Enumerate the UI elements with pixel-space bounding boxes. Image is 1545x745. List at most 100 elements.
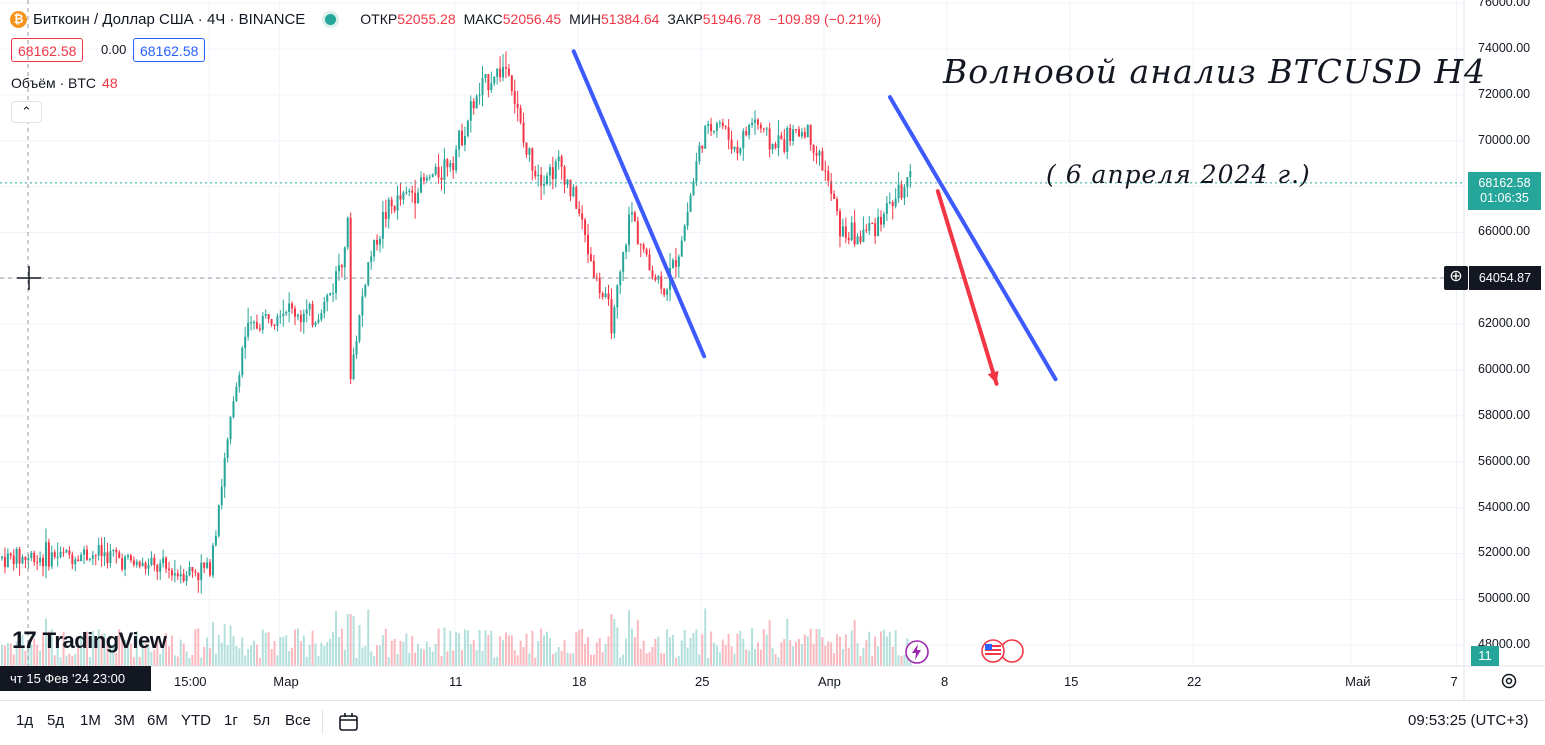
volume-bar	[581, 628, 584, 666]
annotation-date[interactable]: ( 6 апреля 2024 г.)	[1046, 160, 1311, 189]
volume-bar	[434, 643, 437, 666]
chart-clock[interactable]: 09:53:25 (UTC+3)	[1408, 712, 1529, 729]
range-3m[interactable]: 3М	[114, 712, 135, 729]
range-1m[interactable]: 1М	[80, 712, 101, 729]
candle-body	[504, 66, 507, 69]
volume-bar	[642, 640, 645, 666]
volume-bar	[103, 633, 106, 666]
sell-button[interactable]: 68162.58	[11, 38, 84, 62]
add-alert-plus-icon[interactable]: ⊕	[1444, 266, 1468, 290]
candle-body	[329, 293, 332, 296]
candle-body	[124, 556, 127, 570]
volume-legend[interactable]: Объём · BTC 48	[11, 75, 118, 91]
candle-body	[200, 562, 203, 581]
volume-bar	[783, 639, 786, 666]
candle-body	[156, 565, 159, 572]
candle-body	[560, 156, 563, 167]
volume-bar	[226, 645, 229, 666]
candle-body	[367, 262, 370, 285]
annotation-title[interactable]: Волновой анализ BTCUSD H4	[943, 52, 1487, 91]
candle-body	[578, 208, 581, 214]
price-tick-label: 50000.00	[1478, 591, 1531, 606]
range-1d[interactable]: 1д	[16, 712, 34, 729]
candle-body	[768, 128, 771, 150]
candle-body	[622, 252, 625, 272]
candle-body	[759, 124, 762, 129]
us-economic-events-icon[interactable]	[980, 638, 1026, 664]
volume-bar	[563, 640, 566, 666]
volume-bars	[1, 608, 912, 666]
volume-bar	[900, 655, 903, 666]
price-chart[interactable]	[0, 0, 1545, 700]
volume-bar	[238, 648, 241, 666]
date-range-calendar-icon[interactable]	[337, 711, 361, 733]
candle-body	[258, 328, 261, 330]
lightning-event-icon[interactable]	[904, 639, 930, 665]
volume-bar	[59, 657, 62, 666]
volume-bar	[715, 645, 718, 666]
candle-body	[748, 124, 751, 136]
tradingview-logo[interactable]: 17 TradingView	[12, 627, 167, 655]
collapse-legend-button[interactable]: ⌃	[11, 101, 42, 123]
time-tick-label: 11	[449, 674, 463, 689]
candle-body	[188, 567, 191, 576]
candle-body	[77, 559, 80, 562]
range-5d[interactable]: 5д	[47, 712, 65, 729]
volume-bar	[686, 647, 689, 666]
market-status-icon[interactable]	[325, 13, 337, 25]
volume-bar	[516, 655, 519, 666]
volume-bar	[677, 656, 680, 666]
symbol-title[interactable]: Биткоин / Доллар США · 4Ч · BINANCE	[33, 10, 306, 28]
candle-body	[730, 139, 733, 150]
range-ytd[interactable]: YTD	[181, 712, 211, 729]
volume-bar	[768, 620, 771, 666]
volume-bar	[112, 643, 115, 666]
candle-body	[217, 505, 220, 536]
volume-bar	[337, 636, 340, 666]
range-5y[interactable]: 5л	[253, 712, 271, 729]
volume-bar	[484, 630, 487, 666]
high-label: МАКС	[463, 11, 503, 27]
candle-body	[150, 557, 153, 565]
candle-body	[751, 122, 754, 125]
volume-bar	[888, 631, 891, 666]
volume-bar	[569, 653, 572, 666]
time-tick-label: 18	[571, 674, 587, 689]
close-value: 51946.78	[702, 11, 762, 27]
candle-body	[534, 170, 537, 177]
volume-bar	[396, 653, 399, 666]
volume-bar	[751, 628, 754, 666]
volume-bar	[235, 646, 238, 666]
range-1y[interactable]: 1г	[224, 712, 238, 729]
candle-body	[513, 91, 516, 104]
candlesticks	[1, 51, 912, 594]
chart-header: ₿ Биткоин / Доллар США · 4Ч · BINANCE ОТ…	[10, 8, 881, 30]
volume-bar	[874, 636, 877, 666]
volume-bar	[214, 653, 217, 666]
volume-bar	[118, 629, 121, 666]
candle-body	[721, 122, 724, 127]
candle-body	[85, 549, 88, 560]
volume-bar	[39, 650, 42, 666]
range-all[interactable]: Все	[285, 712, 311, 729]
candle-body	[651, 270, 654, 277]
toolbar-divider	[322, 710, 323, 734]
volume-bar	[648, 652, 651, 666]
volume-bar	[393, 638, 396, 666]
candle-body	[739, 148, 742, 154]
volume-bar	[856, 643, 859, 666]
volume-bar	[449, 630, 452, 666]
range-6m[interactable]: 6М	[147, 712, 168, 729]
candle-body	[203, 562, 206, 568]
candle-body	[132, 560, 135, 565]
volume-bar	[378, 645, 381, 666]
candle-body	[683, 225, 686, 241]
volume-bar	[727, 633, 730, 666]
volume-bar	[797, 638, 800, 666]
volume-bar	[124, 640, 127, 666]
auto-scale-settings-icon[interactable]	[1500, 672, 1518, 690]
volume-bar	[458, 633, 461, 666]
candle-body	[531, 148, 534, 171]
volume-bar	[270, 649, 273, 666]
buy-button[interactable]: 68162.58	[133, 38, 206, 62]
